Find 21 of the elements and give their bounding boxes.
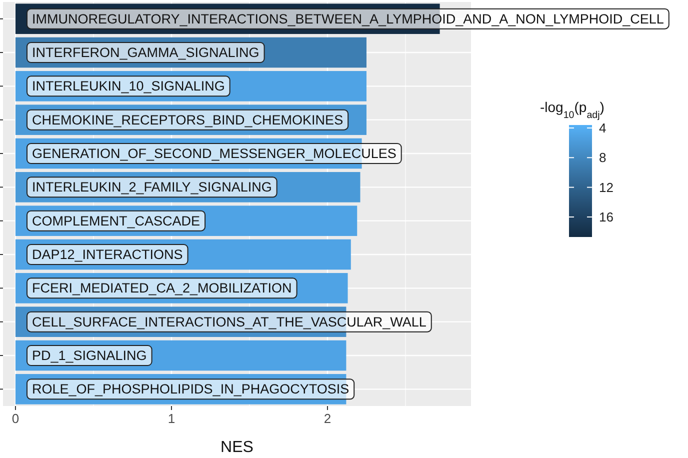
y-tick-label: COMPLEMENT_CASCADE [32,213,200,228]
x-tick-label: 2 [324,411,332,426]
y-tick-label: INTERFERON_GAMMA_SIGNALING [32,45,260,60]
color-bar-label: 8 [599,150,606,166]
color-bar-label: 4 [599,120,606,136]
y-tick-label: INTERLEUKIN_10_SIGNALING [32,78,225,94]
y-tick-label: CELL_SURFACE_INTERACTIONS_AT_THE_VASCULAR_WALL [32,314,427,330]
x-axis-title: NES [220,439,254,456]
y-tick-label: CHEMOKINE_RECEPTORS_BIND_CHEMOKINES [32,112,344,128]
y-tick-label: ROLE_OF_PHOSPHOLIPIDS_IN_PHAGOCYTOSIS [32,382,350,397]
color-bar-label: 12 [599,180,614,195]
color-bar-label: 16 [599,209,614,224]
color-bar-title: -log$_{10}$(p$_{adj}$) [540,99,604,120]
y-tick-label: FCERI_MEDIATED_CA_2_MOBILIZATION [32,280,292,296]
x-tick-label: 0 [12,411,20,426]
y-tick-label: IMMUNOREGULATORY_INTERACTIONS_BETWEEN_A_LYMPHOID_AND_A_NON_LYMPHOID_CELL [32,11,664,26]
y-tick-label: INTERLEUKIN_2_FAMILY_SIGNALING [32,180,272,195]
x-tick-label: 1 [168,411,176,426]
y-tick-label: PD_1_SIGNALING [32,348,147,363]
y-tick-label: GENERATION_OF_SECOND_MESSENGER_MOLECULES [32,146,396,161]
y-tick-label: DAP12_INTERACTIONS [32,247,183,262]
